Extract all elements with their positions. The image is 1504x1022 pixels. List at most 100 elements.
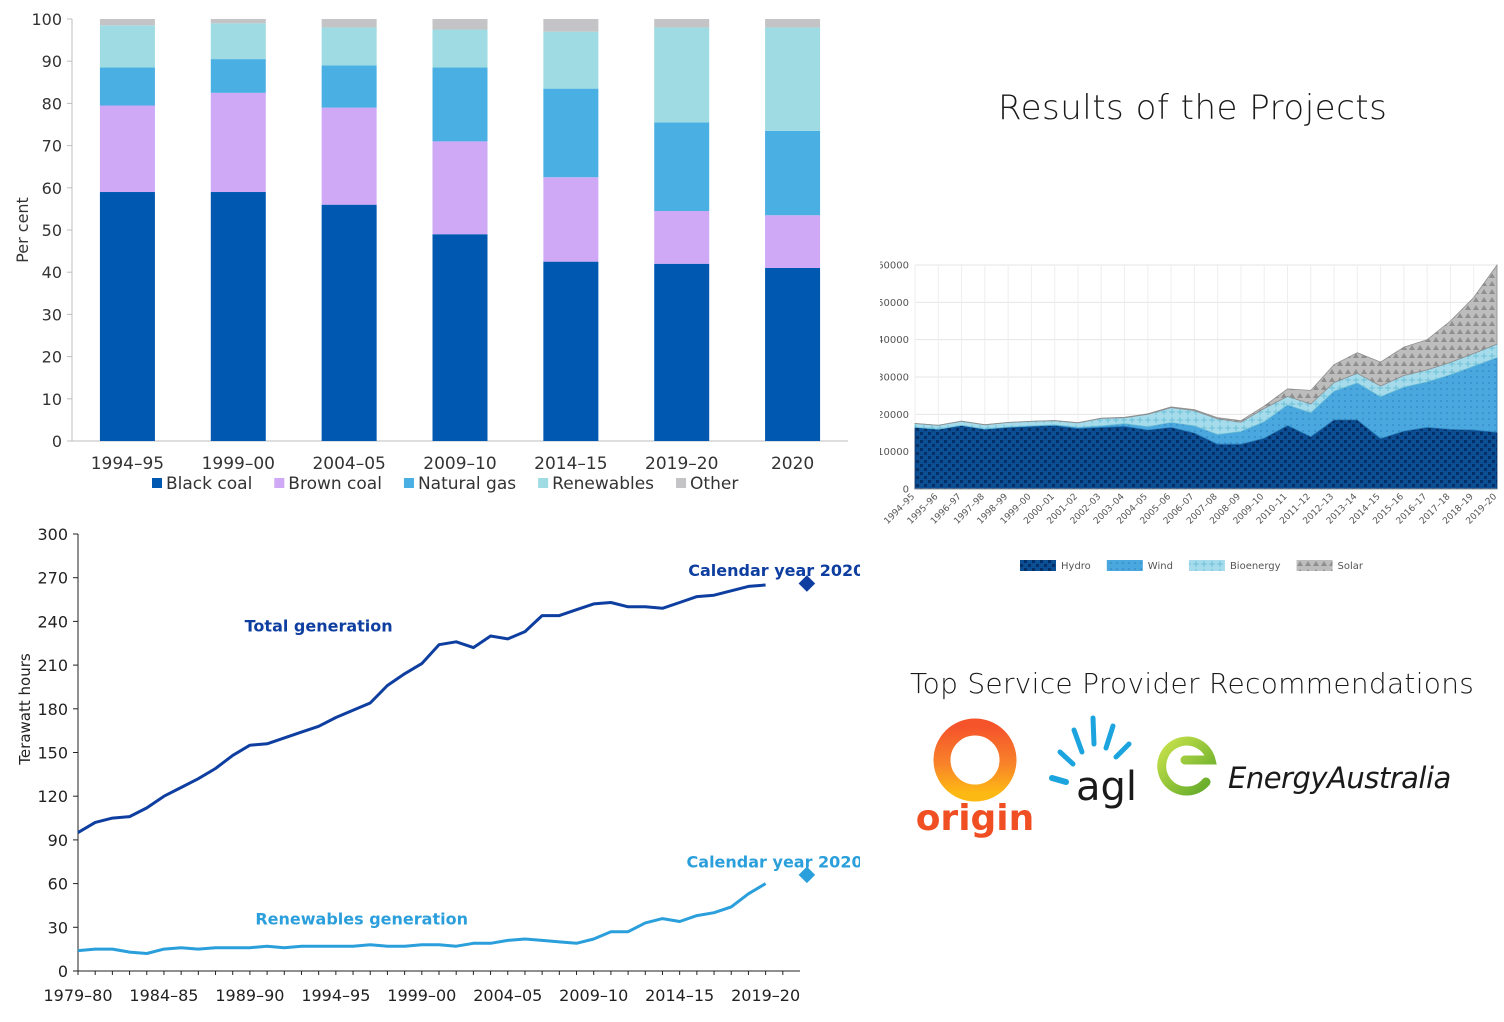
y-tick-label: 100 bbox=[31, 10, 62, 29]
line-renewables-generation bbox=[77, 882, 767, 955]
bar-natural-gas-6 bbox=[765, 130, 821, 216]
bar-brown-coal-4 bbox=[543, 177, 599, 262]
y-tick-label: 80 bbox=[42, 94, 62, 113]
bar-other-5 bbox=[654, 19, 710, 28]
line-total-generation bbox=[77, 583, 766, 834]
y-tick-label: 10000 bbox=[880, 447, 909, 458]
marker-label-total-generation: Calendar year 2020 bbox=[688, 561, 860, 580]
legend-label-brown-coal: Brown coal bbox=[288, 474, 382, 494]
bar-renewables-4 bbox=[543, 31, 599, 89]
x-tick-label: 2009–10 bbox=[559, 986, 628, 1005]
bar-black-coal-4 bbox=[543, 261, 599, 441]
x-tick-label: 1994–95 bbox=[301, 986, 370, 1005]
bar-natural-gas-4 bbox=[543, 88, 599, 178]
x-tick-label: 1999–00 bbox=[202, 454, 275, 474]
x-tick-label: 2014–15 bbox=[645, 986, 714, 1005]
bar-brown-coal-6 bbox=[765, 215, 821, 268]
generation-trend-svg: 0 30 60 90 120 150 180 210 240 270 300 Terawatt hou… bbox=[16, 525, 864, 1005]
bar-renewables-6 bbox=[765, 27, 821, 131]
x-tick-label: 2019–20 bbox=[731, 986, 800, 1005]
x-tick-label: 1999–00 bbox=[387, 986, 456, 1005]
y-tick-label: 90 bbox=[42, 52, 62, 71]
origin-logo[interactable]: origin bbox=[916, 718, 1035, 839]
energyaustralia-e-logo-icon bbox=[1157, 736, 1217, 796]
agl-sunburst-logo-icon bbox=[1049, 715, 1132, 785]
generation-mix-svg: 0 10 20 30 40 50 60 70 80 90 100 Per cent 1994–95 199… bbox=[13, 10, 848, 494]
x-tick-label: 2020 bbox=[771, 454, 814, 474]
generation-mix-chart: 0 10 20 30 40 50 60 70 80 90 100 Per cent 1994–95 199… bbox=[0, 0, 860, 512]
origin-sun-logo-icon bbox=[933, 718, 1017, 802]
area-solar bbox=[914, 263, 1498, 426]
y-tick-label: 300 bbox=[37, 525, 68, 544]
x-tick-label: 1989–90 bbox=[215, 986, 284, 1005]
agl-wordmark: agl bbox=[1076, 764, 1137, 810]
x-tick-label: 1984–85 bbox=[129, 986, 198, 1005]
x-tick-label: 2009–10 bbox=[423, 454, 496, 474]
y-tick-label: 150 bbox=[37, 744, 68, 763]
legend-swatch-bioenergy bbox=[1188, 560, 1225, 571]
label-total-generation: Total generation bbox=[245, 617, 393, 636]
bar-renewables-2 bbox=[321, 27, 377, 66]
y-tick-label: 70 bbox=[42, 137, 62, 156]
legend-label-solar: Solar bbox=[1338, 561, 1364, 572]
y-tick-label: 60 bbox=[42, 179, 62, 198]
bar-brown-coal-1 bbox=[210, 92, 266, 193]
y-tick-label: 240 bbox=[37, 612, 68, 631]
y-tick-label: 20 bbox=[42, 348, 62, 367]
y-tick-label: 20000 bbox=[880, 410, 909, 421]
bar-other-6 bbox=[765, 19, 821, 28]
bar-other-0 bbox=[99, 19, 155, 26]
bar-natural-gas-5 bbox=[654, 122, 710, 212]
bar-black-coal-3 bbox=[432, 234, 488, 441]
y-tick-label: 30 bbox=[48, 918, 68, 937]
renewables-by-source-svg: 01000020000300004000050000600001994–9519… bbox=[877, 261, 1499, 573]
marker-total-generation-2020 bbox=[797, 573, 817, 594]
legend-swatch-hydro bbox=[1020, 560, 1056, 571]
y-tick-label: 60000 bbox=[880, 261, 909, 272]
providers-title: Top Service Provider Recommendations bbox=[910, 667, 1475, 700]
y-tick-label: 0 bbox=[52, 432, 62, 451]
x-tick-label: 1979–80 bbox=[43, 986, 112, 1005]
origin-wordmark: origin bbox=[916, 798, 1035, 839]
bar-brown-coal-0 bbox=[99, 105, 155, 193]
legend-swatch-black-coal bbox=[152, 478, 162, 488]
provider-logos-svg: origin agl EnergyAustralia bbox=[916, 715, 1451, 839]
y-axis-title: Terawatt hours bbox=[16, 653, 34, 766]
legend-swatch-other bbox=[676, 478, 687, 488]
label-renewables-generation: Renewables generation bbox=[255, 909, 468, 928]
y-tick-label: 90 bbox=[48, 831, 68, 850]
legend-swatch-solar bbox=[1296, 560, 1333, 571]
legend-swatch-natural-gas bbox=[403, 478, 414, 488]
y-tick-label: 270 bbox=[37, 569, 68, 588]
x-tick-label: 1994–95 bbox=[91, 454, 164, 474]
bar-brown-coal-3 bbox=[432, 141, 488, 235]
energyaustralia-logo[interactable]: EnergyAustralia bbox=[1157, 736, 1451, 796]
bar-black-coal-2 bbox=[321, 204, 377, 441]
bar-natural-gas-0 bbox=[99, 67, 155, 106]
y-axis-title: Per cent bbox=[13, 197, 32, 263]
agl-logo[interactable]: agl bbox=[1049, 715, 1137, 810]
y-tick-label: 40 bbox=[42, 263, 62, 282]
x-tick-label: 2004–05 bbox=[473, 986, 542, 1005]
results-title: Results of the Projects bbox=[998, 88, 1388, 128]
legend-swatch-wind bbox=[1106, 560, 1143, 571]
legend-swatch-renewables bbox=[538, 478, 549, 488]
y-tick-label: 50000 bbox=[880, 298, 909, 309]
renewables-by-source-chart: 0 10000 20000 30000 40000 50000 60000 1994–95 19… bbox=[877, 248, 1504, 588]
legend-label-black-coal: Black coal bbox=[166, 474, 252, 494]
legend-label-bioenergy: Bioenergy bbox=[1230, 561, 1281, 572]
x-tick-label: 2004–05 bbox=[312, 454, 385, 474]
bar-brown-coal-5 bbox=[654, 211, 710, 264]
bar-other-2 bbox=[321, 19, 377, 28]
y-tick-label: 210 bbox=[37, 656, 68, 675]
y-tick-label: 30 bbox=[42, 305, 62, 324]
legend-label-wind: Wind bbox=[1148, 561, 1173, 572]
bar-black-coal-0 bbox=[99, 192, 155, 441]
legend-label-other: Other bbox=[690, 474, 738, 494]
provider-logos: origin agl EnergyAustralia bbox=[910, 712, 1470, 852]
bar-natural-gas-1 bbox=[210, 59, 266, 93]
marker-label-renewables-generation: Calendar year 2020 bbox=[687, 853, 860, 872]
bar-renewables-0 bbox=[99, 25, 155, 68]
y-tick-label: 60 bbox=[48, 875, 68, 894]
energyaustralia-wordmark: EnergyAustralia bbox=[1228, 761, 1451, 795]
